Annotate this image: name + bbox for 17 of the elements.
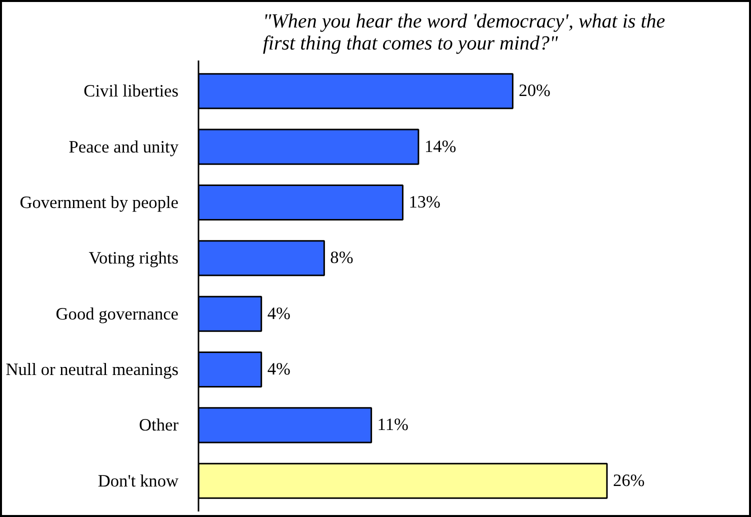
- y-tick-label: Don't know: [98, 471, 179, 490]
- chart-title: "When you hear the word 'democracy', what is the first thing that comes to your mind?": [262, 10, 666, 54]
- y-tick-label: Civil liberties: [84, 82, 179, 101]
- data-label: 8%: [330, 248, 354, 268]
- y-tick-label: Other: [139, 416, 179, 435]
- data-label: 13%: [408, 192, 440, 212]
- data-label: 4%: [267, 304, 290, 323]
- y-tick-label: Voting rights: [88, 248, 179, 268]
- data-label: 4%: [267, 360, 290, 379]
- y-tick-label: Null or neutral meanings: [6, 360, 179, 380]
- y-tick-label: Good governance: [56, 304, 179, 324]
- data-label: 14%: [424, 136, 456, 156]
- data-label: 20%: [518, 81, 550, 100]
- y-tick-label: Peace and unity: [68, 137, 179, 156]
- y-tick-label: Government by people: [20, 192, 179, 212]
- data-label: 11%: [377, 415, 408, 434]
- data-label: 26%: [612, 470, 645, 490]
